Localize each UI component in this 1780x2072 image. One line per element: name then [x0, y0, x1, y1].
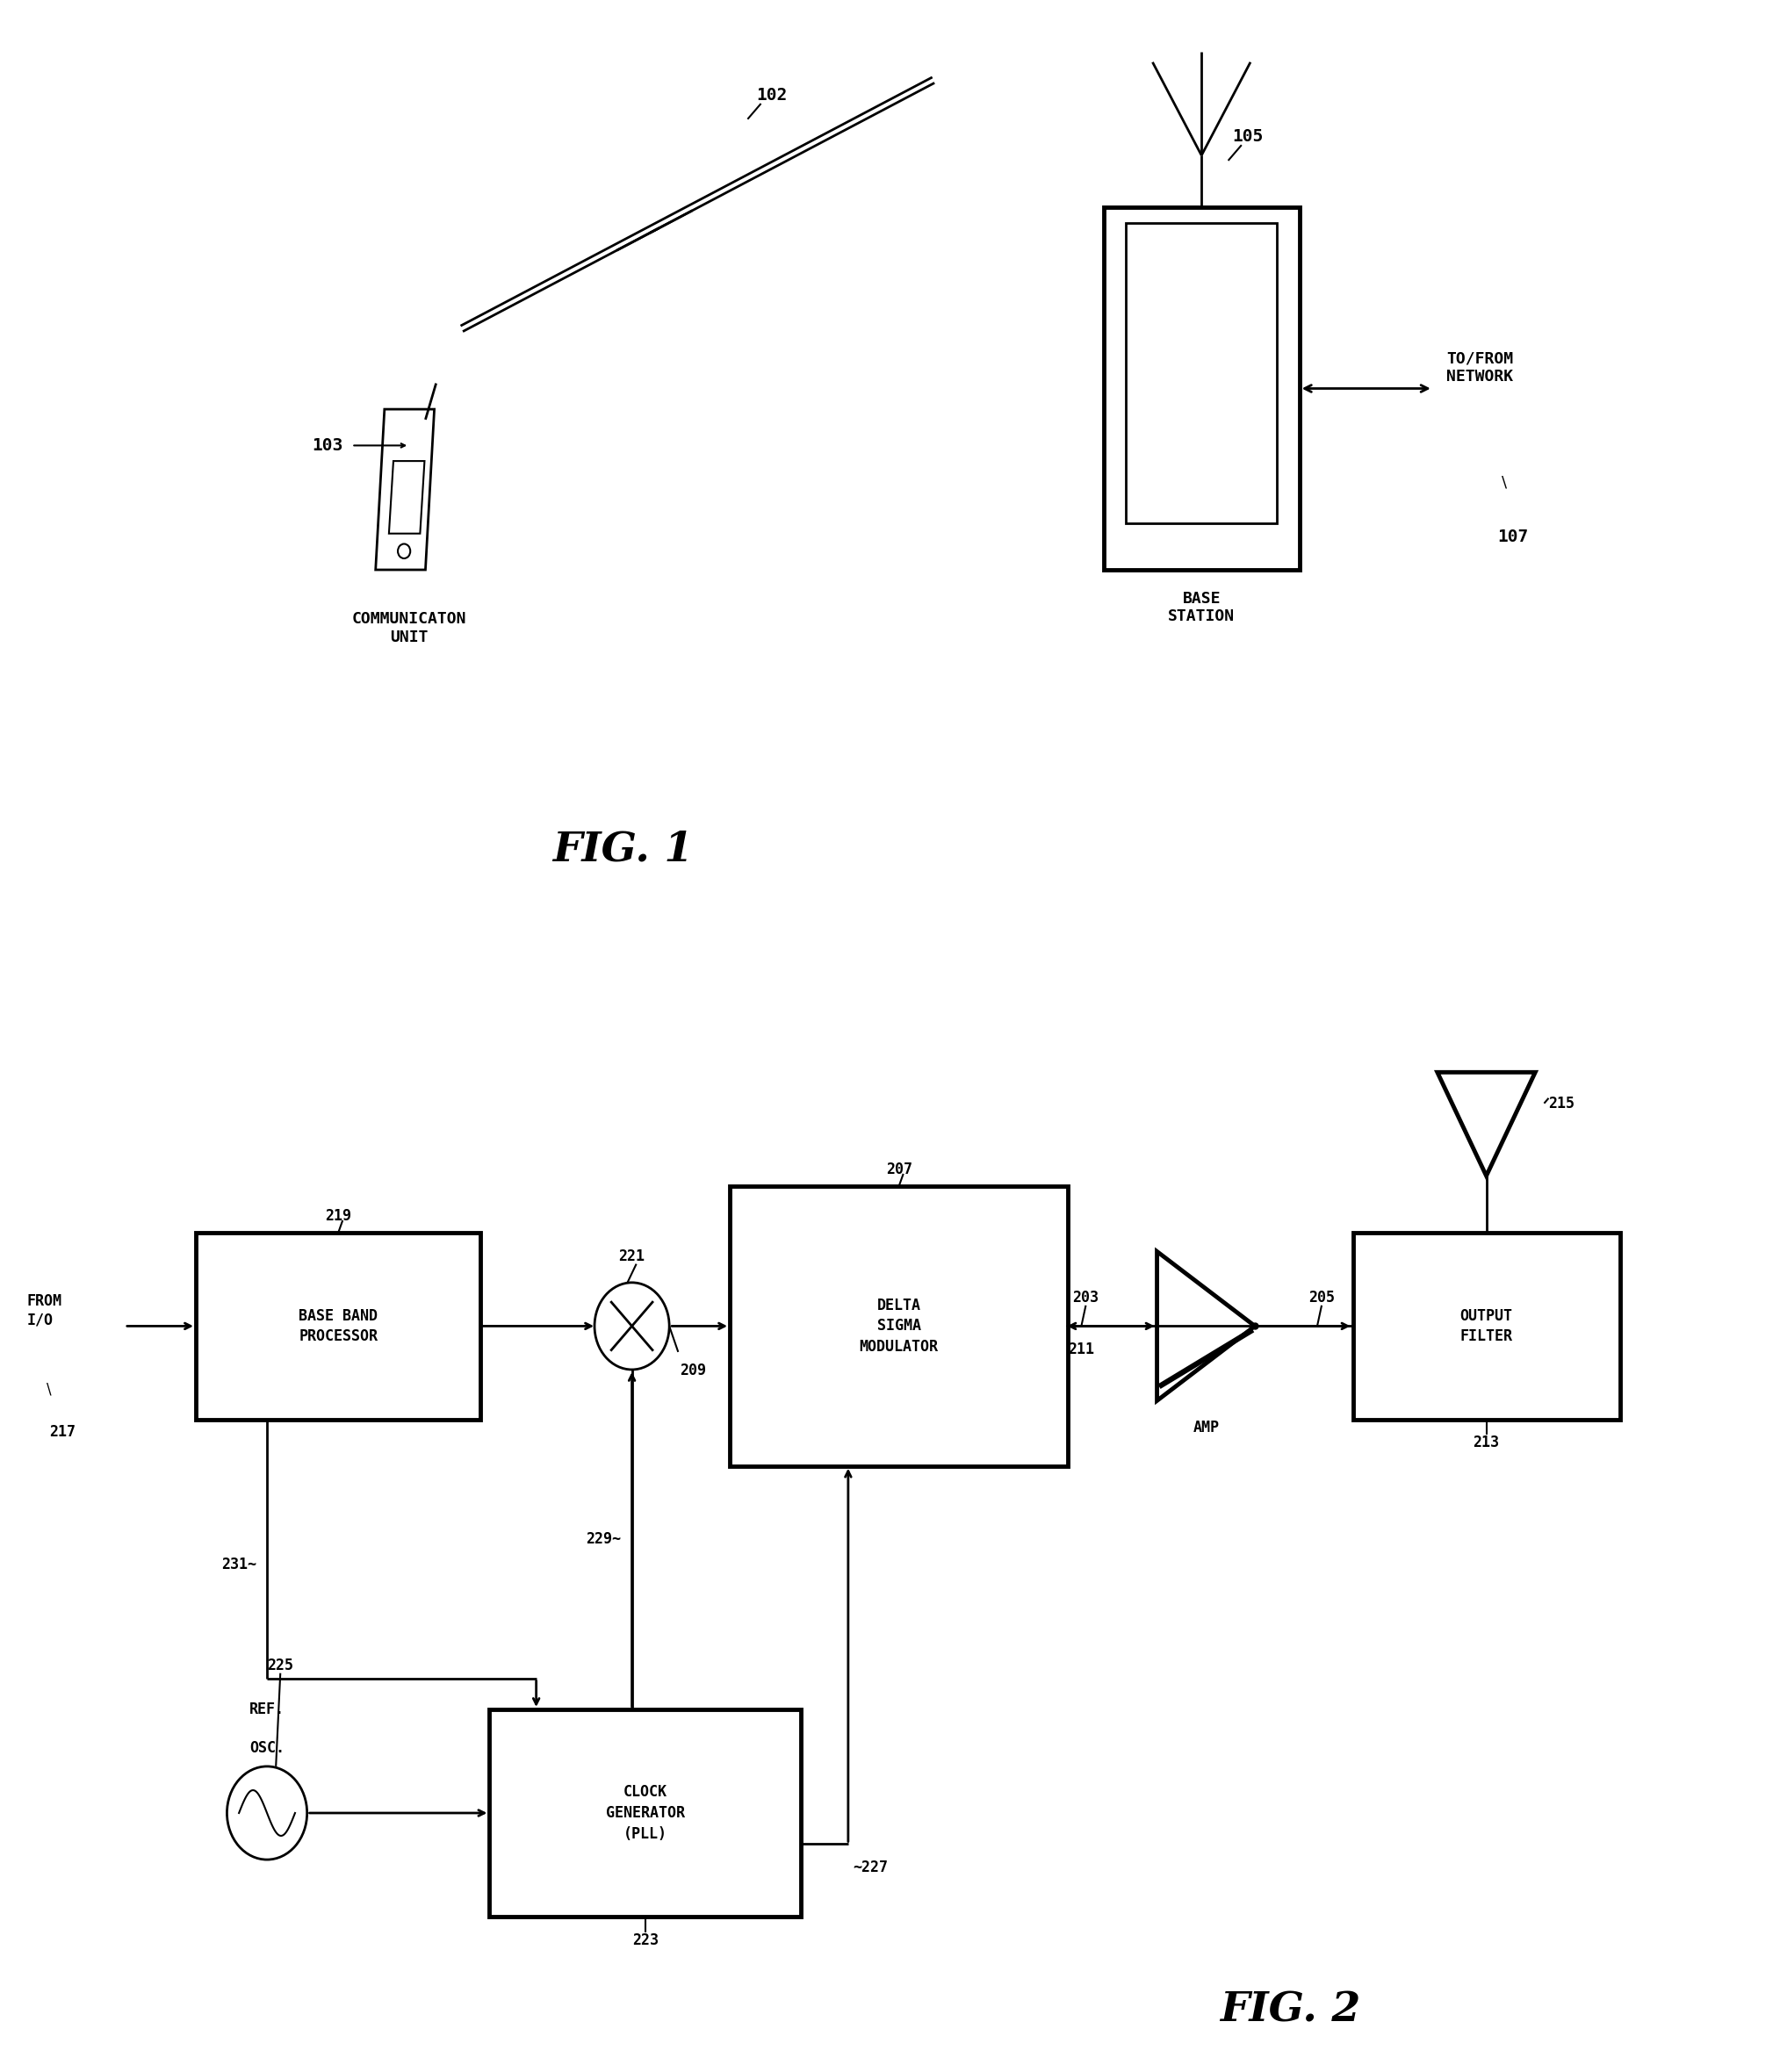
Bar — [196, 1233, 481, 1419]
Text: FIG. 1: FIG. 1 — [552, 829, 694, 870]
Text: OUTPUT
FILTER: OUTPUT FILTER — [1460, 1307, 1513, 1345]
Text: TO/FROM
NETWORK: TO/FROM NETWORK — [1447, 350, 1513, 385]
Bar — [490, 1709, 801, 1917]
Text: 223: 223 — [632, 1931, 659, 1948]
Text: \: \ — [1501, 474, 1508, 491]
Text: OSC.: OSC. — [249, 1740, 285, 1755]
Text: 215: 215 — [1549, 1096, 1575, 1111]
Text: 107: 107 — [1497, 528, 1529, 545]
Text: 203: 203 — [1073, 1289, 1098, 1305]
Text: 213: 213 — [1474, 1436, 1499, 1450]
Text: 103: 103 — [311, 437, 344, 454]
Text: 205: 205 — [1308, 1289, 1335, 1305]
Text: 105: 105 — [1232, 128, 1264, 145]
Text: BASE BAND
PROCESSOR: BASE BAND PROCESSOR — [299, 1307, 377, 1345]
Text: REF.: REF. — [249, 1701, 285, 1718]
Text: COMMUNICATON
UNIT: COMMUNICATON UNIT — [352, 611, 466, 644]
Text: DELTA
SIGMA
MODULATOR: DELTA SIGMA MODULATOR — [860, 1297, 938, 1355]
Text: FIG. 2: FIG. 2 — [1219, 1989, 1362, 2031]
Bar — [1353, 1233, 1620, 1419]
Text: 102: 102 — [756, 87, 787, 104]
Text: 219: 219 — [326, 1208, 351, 1225]
Text: 209: 209 — [680, 1363, 707, 1378]
Text: 229~: 229~ — [586, 1531, 621, 1548]
Text: FROM
I/O: FROM I/O — [27, 1293, 62, 1328]
Text: AMP: AMP — [1193, 1419, 1219, 1436]
Bar — [730, 1185, 1068, 1467]
Text: \: \ — [46, 1382, 52, 1397]
Text: 221: 221 — [619, 1247, 644, 1264]
Bar — [1127, 224, 1278, 524]
Text: 217: 217 — [50, 1426, 75, 1440]
Bar — [1104, 207, 1299, 570]
Text: 225: 225 — [267, 1658, 294, 1674]
Text: 211: 211 — [1068, 1343, 1095, 1357]
Text: CLOCK
GENERATOR
(PLL): CLOCK GENERATOR (PLL) — [605, 1784, 685, 1842]
Text: 207: 207 — [886, 1162, 911, 1177]
Text: 231~: 231~ — [221, 1556, 256, 1573]
Text: ~227: ~227 — [853, 1861, 888, 1875]
Text: BASE
STATION: BASE STATION — [1168, 591, 1235, 624]
